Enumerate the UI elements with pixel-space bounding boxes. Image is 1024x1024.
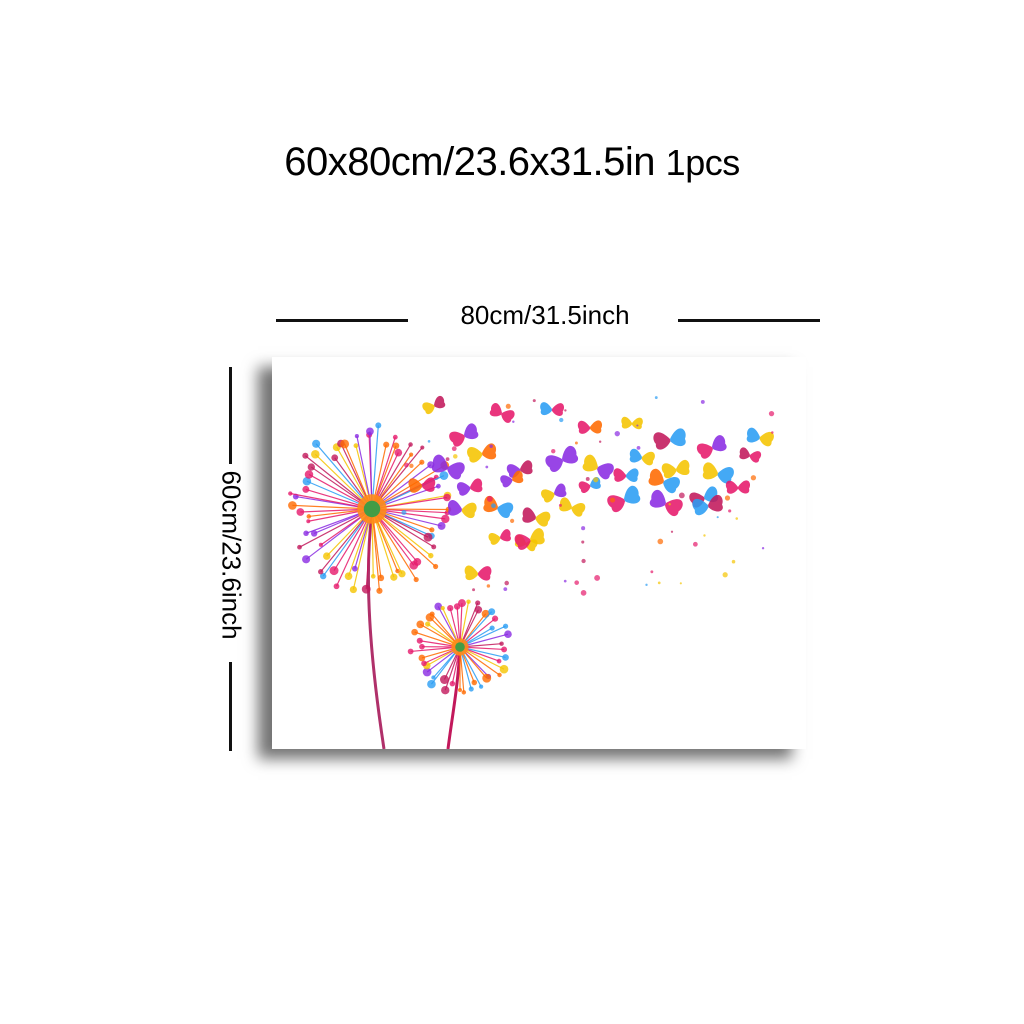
butterfly-icon <box>488 529 511 545</box>
butterfly-icon <box>629 448 655 466</box>
butterfly-icon <box>702 462 734 484</box>
butterfly-icon <box>483 496 514 518</box>
butterfly-icon <box>467 443 497 463</box>
size-text: 60x80cm/23.6x31.5in <box>284 140 656 184</box>
butterfly-icon <box>739 447 762 463</box>
butterfly-icon <box>422 395 446 415</box>
butterfly-icon <box>431 454 465 480</box>
dandelion-stem <box>366 511 386 749</box>
butterfly-icon <box>449 423 479 447</box>
quantity-text: 1pcs <box>665 142 741 183</box>
butterfly-icon <box>540 402 565 416</box>
butterfly-icon <box>696 435 727 459</box>
width-dimension-line-right <box>678 319 820 322</box>
canvas-print <box>272 357 806 749</box>
butterfly-icon <box>541 483 567 503</box>
butterfly-icon <box>545 445 579 473</box>
size-title: 60x80cm/23.6x31.5in 1pcs <box>0 140 1024 185</box>
butterfly-icon <box>578 477 601 493</box>
butterfly-icon <box>582 454 614 480</box>
butterfly-icon <box>621 416 643 430</box>
height-dimension-line-bottom <box>229 662 232 751</box>
butterfly-icon <box>456 478 483 496</box>
butterfly-icon <box>613 468 639 482</box>
width-dimension-line-left <box>276 319 408 322</box>
butterfly-icon <box>464 565 492 581</box>
butterfly-icon <box>514 528 545 550</box>
butterfly-icon <box>408 477 436 493</box>
butterfly-icon <box>448 499 477 519</box>
butterfly-icon <box>725 480 751 494</box>
dandelion-butterfly-artwork <box>288 395 775 749</box>
butterfly-icon <box>522 507 551 527</box>
butterfly-icon <box>648 468 680 494</box>
butterfly-icon <box>577 420 603 434</box>
butterfly-icon <box>661 459 690 479</box>
butterfly-icon <box>500 470 524 488</box>
butterfly-icon <box>746 427 774 447</box>
butterfly-icon <box>559 497 586 517</box>
butterfly-icon <box>692 494 723 516</box>
dandelion-stem <box>446 646 462 749</box>
width-label: 80cm/31.5inch <box>460 300 630 330</box>
height-label: 60cm/23.6inch <box>216 470 247 640</box>
butterfly-icon <box>649 489 683 517</box>
butterfly-icon <box>653 428 686 450</box>
height-dimension-line-top <box>229 367 232 464</box>
butterfly-icon <box>489 403 515 423</box>
